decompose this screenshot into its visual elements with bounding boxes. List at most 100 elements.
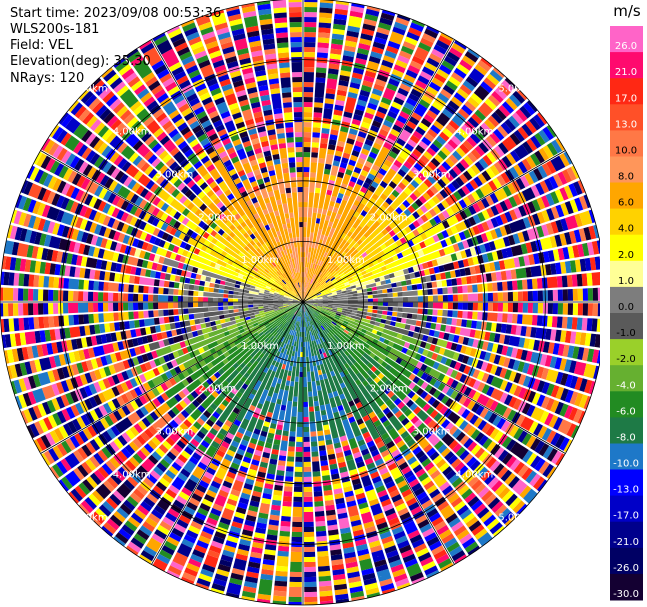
gate-cell: [97, 125, 218, 230]
gate-cell: [416, 217, 425, 226]
gate-cell: [179, 390, 219, 432]
azimuth-spoke: [151, 39, 304, 303]
gate-cell: [455, 431, 505, 476]
gate-cell: [363, 5, 381, 27]
gate-cell: [380, 319, 528, 361]
colorbar-tick-label: 17.0: [615, 93, 637, 104]
gate-cell: [546, 272, 600, 289]
gate-cell: [441, 279, 448, 287]
gate-cell: [338, 75, 375, 174]
gate-cell: [391, 139, 443, 198]
gate-cell: [113, 57, 126, 68]
gate-cell: [486, 441, 497, 453]
gate-cell: [275, 506, 292, 572]
gate-cell: [158, 302, 303, 317]
gate-cell: [143, 47, 190, 113]
gate-cell: [303, 164, 500, 302]
gate-cell: [56, 251, 215, 288]
gate-cell: [384, 364, 392, 371]
gate-cell: [469, 414, 542, 469]
gate-cell: [197, 405, 206, 413]
gate-cell: [366, 42, 432, 164]
gate-cell: [407, 240, 415, 248]
gate-cell: [274, 291, 294, 299]
gate-cell: [420, 390, 548, 492]
colorbar-swatch: [610, 313, 643, 340]
gate-cell: [222, 306, 302, 558]
gate-cell: [507, 153, 570, 195]
range-ring-label: 3.00km: [155, 427, 193, 438]
gate-cell: [426, 315, 600, 348]
gate-cell: [279, 67, 290, 74]
colorbar-tick-label: -6.0: [616, 406, 636, 417]
gate-cell: [85, 420, 147, 471]
gate-cell: [447, 183, 457, 193]
gate-cell: [221, 83, 233, 92]
colorbar-tick-label: 0.0: [618, 302, 634, 313]
gate-cell: [486, 374, 495, 385]
gate-cell: [335, 497, 345, 505]
gate-cell: [399, 63, 470, 161]
gate-cell: [240, 104, 251, 112]
gate-cell: [151, 452, 202, 520]
gate-cell: [521, 158, 532, 171]
gate-cell: [462, 537, 476, 549]
gate-cell: [127, 116, 206, 199]
gate-cell: [147, 302, 303, 389]
gate-cell: [303, 302, 325, 442]
gate-cell: [208, 110, 219, 119]
gate-cell: [459, 173, 469, 184]
gate-cell: [399, 544, 424, 582]
gate-cell: [401, 448, 461, 528]
gate-cell: [308, 315, 408, 545]
gate-cell: [245, 576, 258, 584]
gate-cell: [504, 369, 555, 396]
gate-cell: [51, 383, 60, 396]
gate-cell: [448, 425, 493, 466]
gate-cell: [345, 495, 356, 503]
gate-cell: [396, 97, 418, 124]
gate-cell: [218, 74, 230, 83]
gate-cell: [360, 22, 392, 93]
colorbar-tick-label: 8.0: [618, 172, 634, 183]
gate-cell: [372, 306, 378, 310]
gate-cell: [26, 245, 196, 285]
gate-cell: [317, 305, 448, 348]
azimuth-spoke: [302, 301, 455, 565]
gate-cell: [205, 352, 273, 458]
gate-cell: [423, 393, 432, 403]
gate-cell: [376, 64, 420, 142]
gate-cell: [429, 451, 490, 519]
gate-cell: [360, 121, 371, 129]
gate-cell: [105, 261, 113, 271]
gate-cell: [530, 438, 558, 462]
gate-cell: [303, 74, 416, 302]
gate-cell: [107, 192, 156, 225]
gate-cell: [113, 154, 124, 166]
gate-cell: [239, 302, 303, 547]
gate-cell: [192, 124, 220, 164]
gate-cell: [539, 410, 550, 424]
gate-cell: [504, 381, 513, 393]
gate-cell: [168, 128, 203, 170]
gate-cell: [487, 94, 501, 107]
gate-cell: [221, 440, 230, 449]
gate-cell: [215, 387, 223, 395]
gate-cell: [322, 475, 332, 491]
gate-cell: [181, 493, 203, 520]
gate-cell: [193, 445, 228, 498]
gate-cell: [325, 105, 532, 283]
gate-cell: [340, 532, 365, 599]
gate-cell: [84, 322, 116, 336]
gate-cell: [125, 164, 151, 187]
gate-cell: [117, 327, 187, 351]
gate-cell: [303, 132, 312, 138]
gate-cell: [303, 112, 313, 297]
gate-cell: [217, 314, 289, 376]
gate-cell: [446, 317, 482, 330]
gate-cell: [173, 416, 183, 426]
gate-cell: [378, 336, 440, 370]
gate-cell: [330, 68, 450, 256]
gate-cell: [257, 563, 275, 601]
gate-cell: [303, 302, 513, 449]
